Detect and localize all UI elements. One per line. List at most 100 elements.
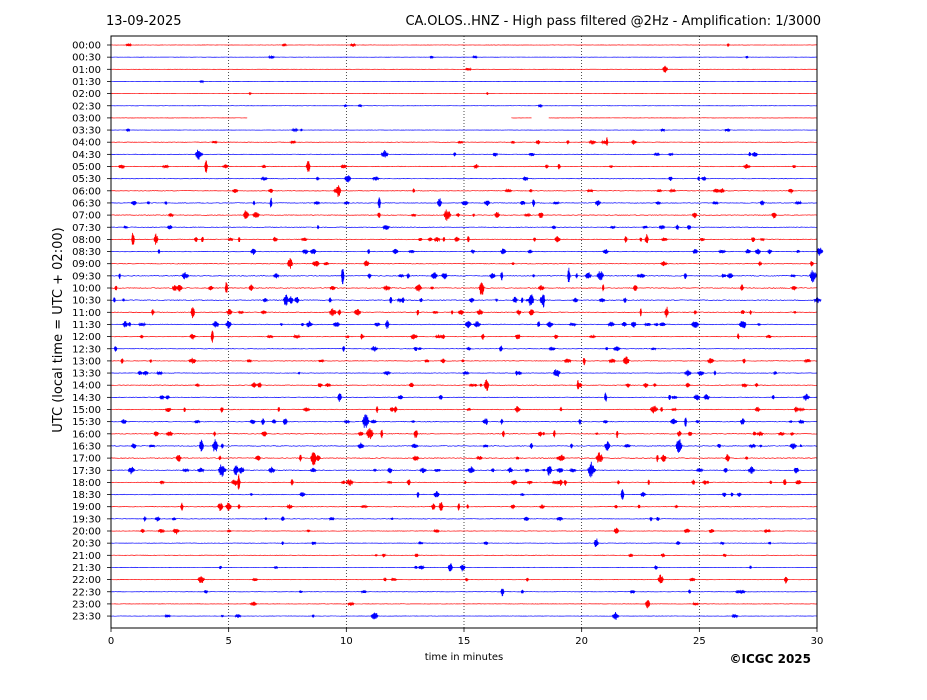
row-time-label: 06:30 bbox=[72, 198, 101, 209]
event-burst bbox=[156, 371, 163, 374]
event-burst bbox=[529, 309, 535, 315]
event-burst bbox=[282, 541, 284, 544]
event-burst bbox=[501, 589, 504, 596]
event-burst bbox=[658, 575, 664, 584]
event-burst bbox=[804, 359, 811, 362]
event-burst bbox=[411, 444, 418, 448]
event-burst bbox=[131, 443, 136, 448]
row-time-label: 10:30 bbox=[72, 296, 101, 307]
event-burst bbox=[414, 431, 418, 438]
event-burst bbox=[151, 309, 154, 315]
event-burst bbox=[648, 480, 650, 485]
event-burst bbox=[505, 189, 513, 192]
event-burst bbox=[346, 479, 353, 486]
event-burst bbox=[168, 213, 173, 217]
event-burst bbox=[602, 285, 604, 292]
event-burst bbox=[341, 269, 344, 284]
row-time-label: 22:30 bbox=[72, 587, 101, 598]
event-burst bbox=[520, 201, 525, 205]
event-burst bbox=[603, 249, 609, 254]
event-burst bbox=[282, 44, 287, 47]
event-burst bbox=[377, 213, 380, 218]
event-burst bbox=[521, 590, 524, 594]
event-burst bbox=[694, 310, 697, 314]
event-burst bbox=[173, 529, 180, 535]
event-burst bbox=[516, 457, 519, 460]
event-burst bbox=[511, 480, 518, 485]
event-burst bbox=[280, 323, 282, 326]
event-burst bbox=[793, 165, 796, 168]
event-burst bbox=[431, 504, 435, 510]
event-burst bbox=[549, 347, 556, 351]
event-burst bbox=[643, 226, 648, 229]
event-burst bbox=[341, 481, 345, 484]
event-burst bbox=[656, 455, 658, 462]
event-burst bbox=[410, 334, 417, 339]
event-burst bbox=[456, 213, 460, 217]
event-burst bbox=[461, 360, 464, 363]
event-burst bbox=[671, 408, 676, 411]
event-burst bbox=[722, 493, 726, 497]
event-burst bbox=[628, 554, 633, 557]
event-burst bbox=[441, 273, 447, 279]
event-burst bbox=[484, 380, 489, 391]
event-burst bbox=[121, 419, 127, 423]
event-burst bbox=[419, 298, 422, 302]
x-tick-label: 25 bbox=[693, 636, 706, 647]
event-burst bbox=[387, 468, 392, 474]
event-burst bbox=[589, 335, 596, 338]
event-burst bbox=[147, 201, 150, 204]
event-burst bbox=[238, 237, 240, 242]
event-burst bbox=[263, 298, 268, 302]
event-burst bbox=[138, 323, 146, 326]
event-burst bbox=[281, 517, 284, 521]
event-burst bbox=[443, 237, 445, 242]
event-burst bbox=[755, 407, 761, 412]
row-time-label: 20:00 bbox=[72, 527, 101, 538]
event-burst bbox=[528, 294, 534, 305]
row-time-label: 08:00 bbox=[72, 235, 101, 246]
event-burst bbox=[595, 200, 601, 206]
event-burst bbox=[774, 371, 777, 375]
row-time-label: 17:30 bbox=[72, 466, 101, 477]
trace-line bbox=[111, 300, 817, 301]
event-burst bbox=[213, 432, 215, 437]
event-burst bbox=[221, 615, 224, 617]
event-burst bbox=[539, 504, 544, 508]
row-time-label: 19:00 bbox=[72, 502, 101, 513]
event-burst bbox=[381, 150, 388, 157]
event-burst bbox=[408, 250, 414, 253]
event-burst bbox=[464, 481, 466, 484]
x-tick-label: 30 bbox=[811, 636, 824, 647]
event-burst bbox=[749, 444, 756, 448]
row-time-label: 07:00 bbox=[72, 211, 101, 222]
event-burst bbox=[354, 309, 361, 316]
row-time-label: 23:30 bbox=[72, 612, 101, 623]
event-burst bbox=[385, 320, 389, 329]
event-burst bbox=[677, 431, 681, 437]
event-burst bbox=[344, 104, 347, 107]
event-burst bbox=[520, 493, 524, 496]
event-burst bbox=[300, 129, 302, 132]
event-burst bbox=[810, 261, 813, 266]
event-burst bbox=[348, 602, 355, 605]
event-burst bbox=[770, 481, 772, 484]
event-burst bbox=[604, 393, 607, 402]
event-burst bbox=[433, 530, 439, 533]
event-burst bbox=[261, 310, 267, 314]
event-burst bbox=[221, 444, 224, 449]
event-burst bbox=[798, 420, 804, 424]
event-burst bbox=[467, 236, 470, 242]
event-burst bbox=[414, 347, 418, 351]
row-time-label: 22:00 bbox=[72, 575, 101, 586]
event-burst bbox=[316, 177, 319, 181]
event-burst bbox=[633, 285, 637, 291]
event-burst bbox=[344, 201, 350, 204]
event-burst bbox=[458, 310, 464, 315]
event-burst bbox=[344, 175, 351, 182]
event-burst bbox=[167, 225, 172, 229]
event-burst bbox=[570, 444, 573, 449]
event-burst bbox=[368, 274, 372, 279]
event-burst bbox=[502, 431, 505, 437]
event-burst bbox=[283, 295, 289, 306]
